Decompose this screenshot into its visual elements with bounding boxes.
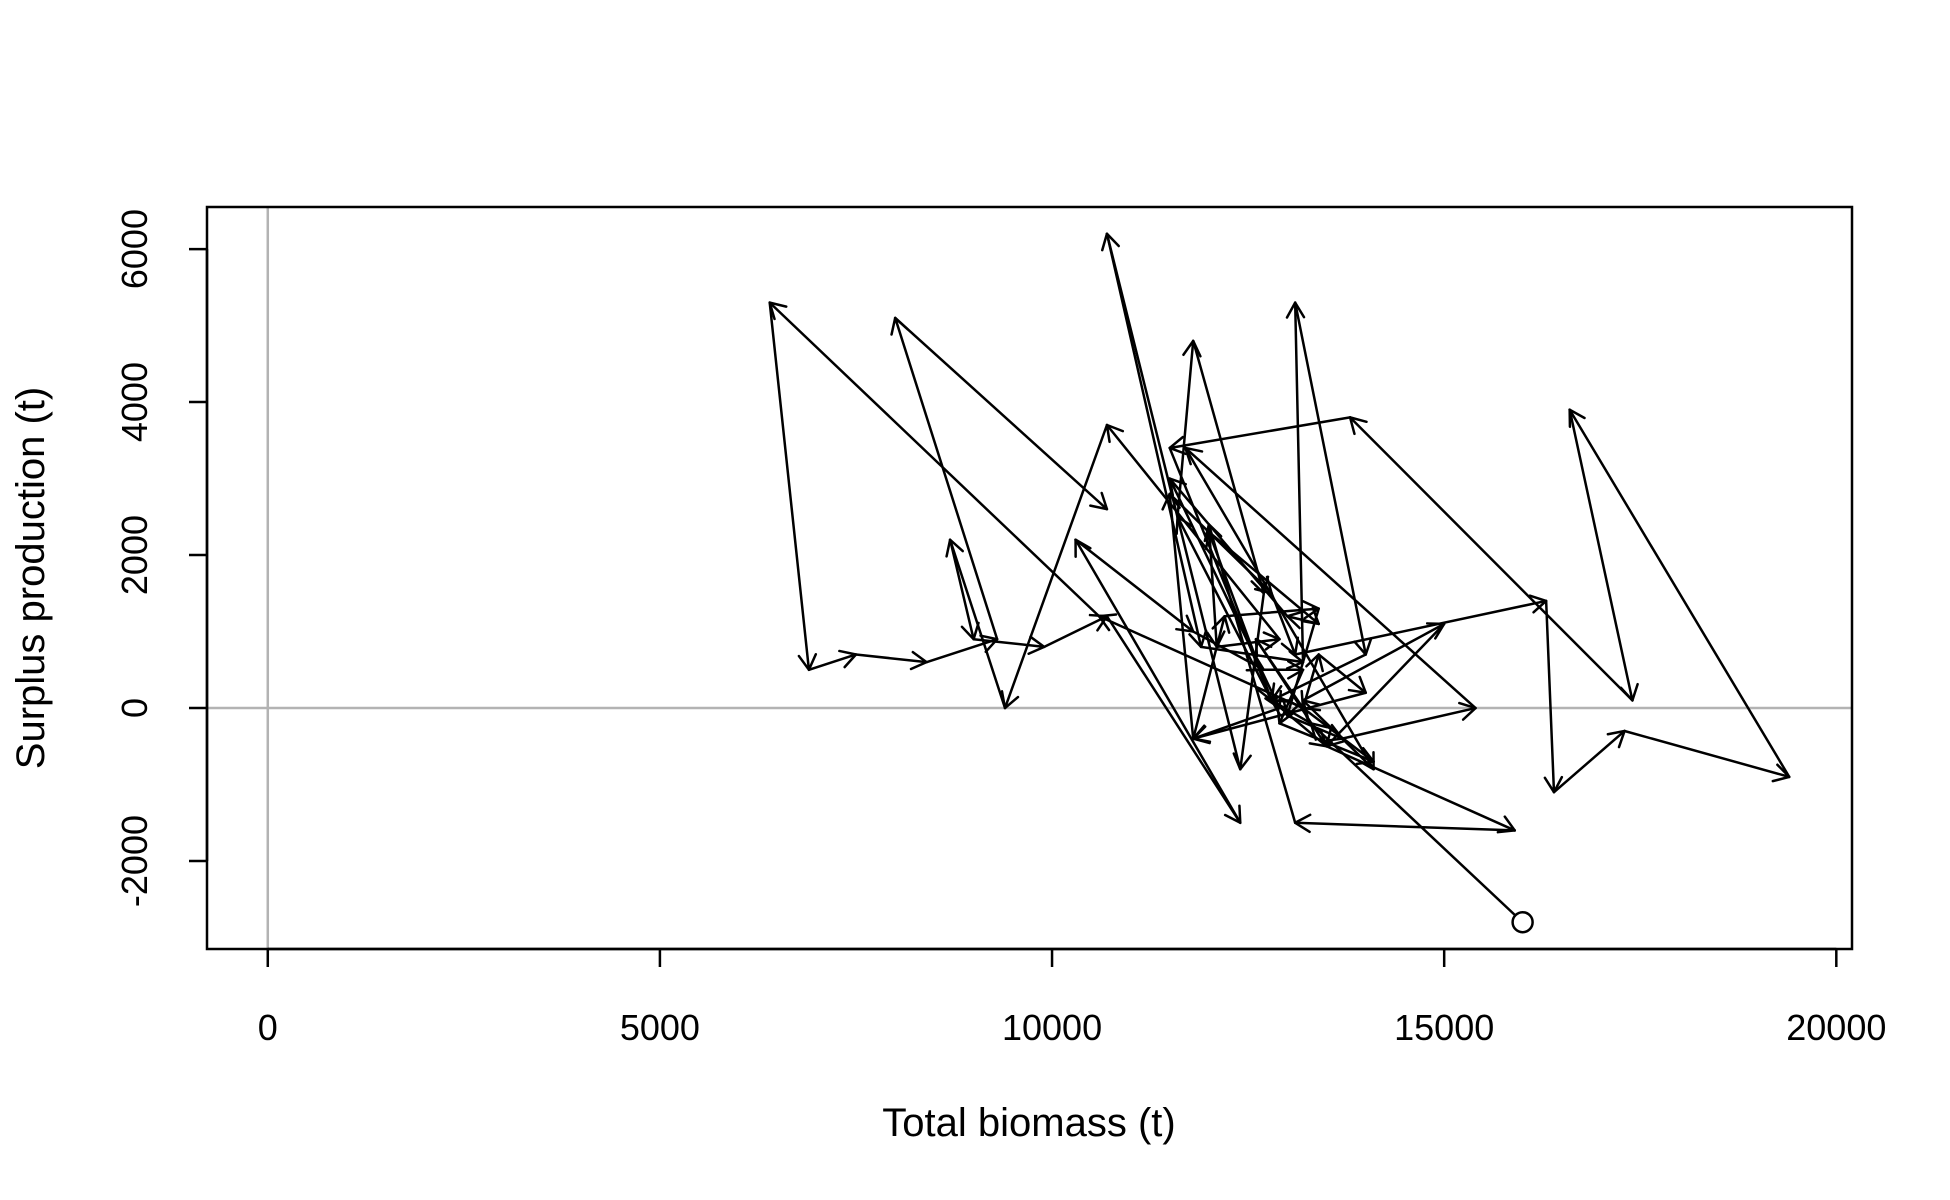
trajectory-arrow [1568,408,1791,779]
trajectory-arrow [890,316,999,641]
y-axis-title: Surplus production (t) [9,387,53,769]
trajectory-arrow [1568,408,1639,702]
trajectory-arrow [1552,729,1626,794]
x-axis-title: Total biomass (t) [882,1101,1175,1145]
trajectory-arrow [768,301,1101,618]
trajectory-arrow [768,301,818,672]
trajectory-arrow [1105,232,1208,649]
x-tick-label: 20000 [1786,1007,1886,1048]
y-tick-label: 0 [114,698,155,718]
trajectory-arrow [1191,339,1270,595]
trajectory-arrow [893,316,1109,511]
y-tick-label: 2000 [114,515,155,595]
trajectory-arrow [1293,594,1548,656]
biomass-production-trajectory [768,232,1791,934]
x-tick-label: 0 [258,1007,278,1048]
start-point-marker [1511,910,1534,934]
reference-lines [207,207,1852,949]
trajectory-arrow [1042,613,1109,649]
trajectory-arrow [1348,416,1634,702]
trajectory-arrow [1325,745,1517,834]
y-tick-label: -2000 [114,815,155,907]
x-tick-label: 15000 [1394,1007,1494,1048]
trajectory-arrow [1293,813,1517,834]
trajectory-arrow [1543,599,1564,794]
trajectory-arrow [1623,729,1791,783]
y-axis: -2000 0 2000 4000 6000 [114,209,209,907]
y-tick-label: 6000 [114,209,155,289]
trajectory-arrow [948,538,980,641]
trajectory-arrow [854,650,928,671]
x-axis: 0 5000 10000 15000 20000 [258,947,1886,1048]
trajectory-arrow [1074,538,1242,825]
trajectory-arrow [1270,653,1368,703]
x-tick-label: 10000 [1002,1007,1102,1048]
y-tick-label: 4000 [114,362,155,442]
x-tick-label: 5000 [620,1007,700,1048]
